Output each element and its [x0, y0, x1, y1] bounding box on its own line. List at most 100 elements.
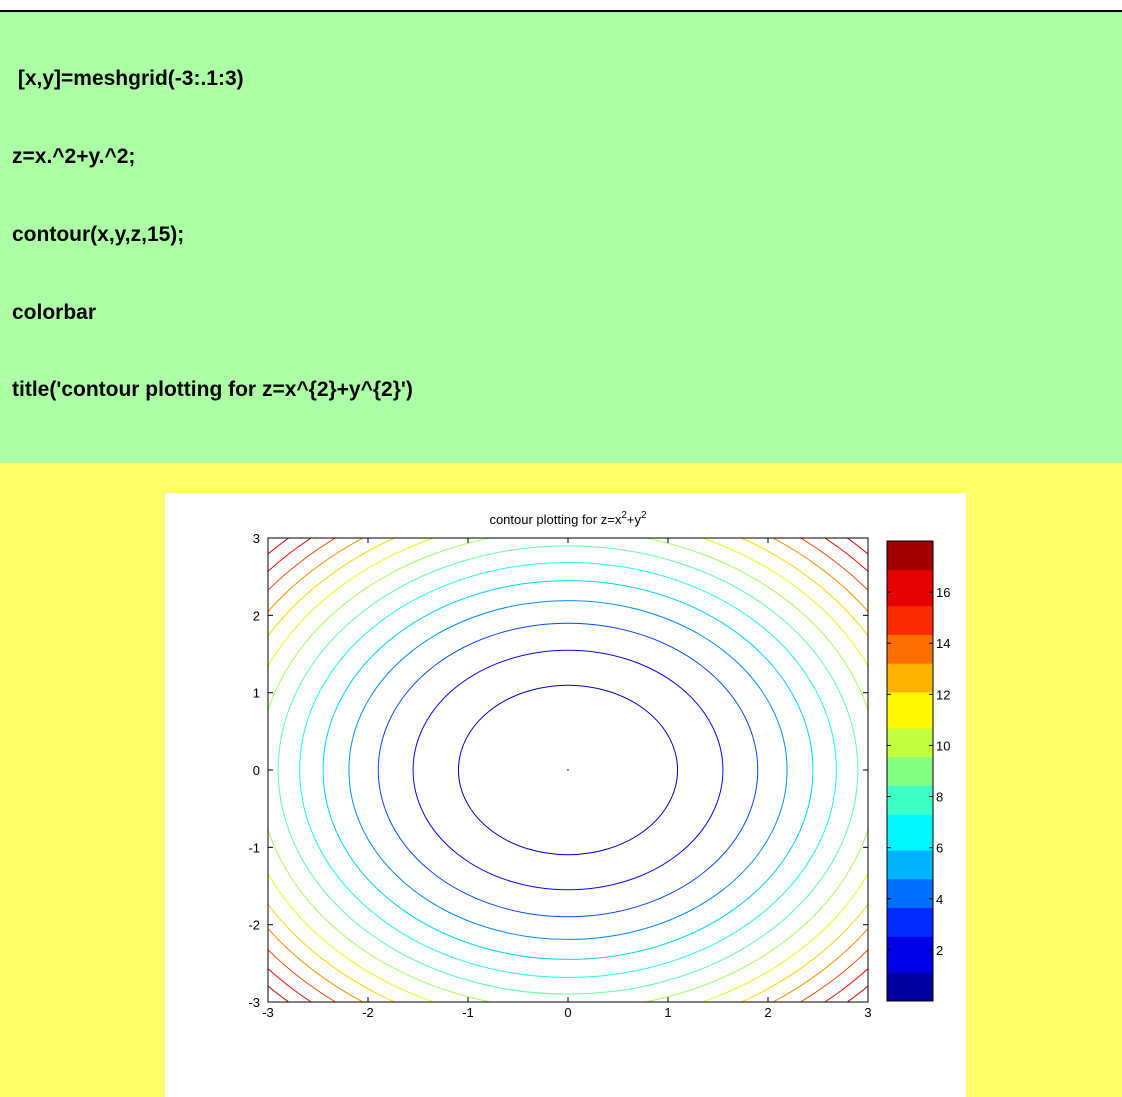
y-tick-label-1: 2 [253, 608, 260, 623]
figure-panel: -3 -2 -1 0 1 2 3 3 2 1 0 -1 -2 -3 2 4 6 8 10 12 14 16 contou… [165, 493, 966, 1097]
contour-level-7 [277, 545, 859, 995]
y-tick-label-2: 1 [253, 686, 260, 701]
colorbar-band-60 [887, 562, 933, 571]
x-tick-label-4: 1 [664, 1005, 671, 1020]
colorbar-band-32 [887, 763, 933, 772]
colorbar-band-46 [887, 663, 933, 671]
y-tick-label-6: -3 [248, 995, 260, 1010]
colorbar-band-20 [887, 850, 933, 858]
colorbar-band-25 [887, 814, 933, 822]
code-line-colorbar: colorbar [12, 301, 97, 324]
colorbar-band-41 [887, 699, 933, 707]
colorbar-band-54 [887, 605, 933, 614]
colorbar-band-59 [887, 569, 933, 578]
colorbar-band-38 [887, 720, 933, 729]
colorbar-band-47 [887, 656, 933, 664]
colorbar-band-33 [887, 756, 933, 765]
colorbar-band-49 [887, 641, 933, 650]
colorbar-tick-label-5: 12 [936, 687, 950, 702]
colorbar-group: 2 4 6 8 10 12 14 16 [886, 540, 950, 1002]
title-middle: +y [627, 512, 642, 527]
colorbar-frame [886, 540, 934, 1002]
colorbar-band-24 [887, 821, 933, 829]
colorbar-band-2 [887, 979, 933, 988]
colorbar-band-31 [887, 771, 933, 779]
colorbar-band-26 [887, 806, 933, 815]
colorbar-band-10 [887, 921, 933, 930]
colorbar-band-16 [887, 878, 933, 887]
colorbar-band-56 [887, 591, 933, 599]
colorbar-band-58 [887, 576, 933, 585]
top-border [0, 0, 1122, 12]
contour-level-5 [322, 580, 814, 960]
colorbar-band-50 [887, 634, 933, 643]
colorbar-band-57 [887, 584, 933, 592]
y-tick-label-4: -1 [248, 840, 260, 855]
colorbar-band-6 [887, 950, 933, 959]
colorbar-band-40 [887, 706, 933, 714]
colorbar-tick-label-4: 10 [936, 738, 950, 753]
colorbar-band-17 [887, 871, 933, 880]
colorbar-band-19 [887, 857, 933, 865]
code-line-z-definition: z=x.^2+y.^2; [12, 145, 136, 168]
colorbar-band-48 [887, 648, 933, 657]
colorbar-band-18 [887, 864, 933, 873]
y-tick-label-3: 0 [253, 763, 260, 778]
colorbar-band-21 [887, 842, 933, 851]
colorbar-band-39 [887, 713, 933, 722]
colorbar-tick-label-3: 8 [936, 790, 943, 805]
colorbar-tick-label-7: 16 [936, 585, 950, 600]
contour-lines-group [268, 538, 868, 1002]
colorbar-band-22 [887, 835, 933, 844]
colorbar-band-8 [887, 936, 933, 944]
colorbar-band-29 [887, 785, 933, 794]
colorbar-tick-label-0: 2 [936, 943, 943, 958]
colorbar-band-27 [887, 799, 933, 808]
colorbar-band-34 [887, 749, 933, 758]
code-line-contour: contour(x,y,z,15); [12, 223, 185, 246]
contour-level-3 [377, 622, 759, 918]
colorbar-band-52 [887, 620, 933, 628]
axis-ticks-group: -3 -2 -1 0 1 2 3 3 2 1 0 -1 -2 -3 [248, 531, 871, 1020]
x-tick-label-6: 3 [864, 1005, 871, 1020]
colorbar-band-15 [887, 886, 933, 894]
chart-title: contour plotting for z=x2+y2 [489, 510, 647, 527]
code-panel: [x,y]=meshgrid(-3:.1:3) z=x.^2+y.^2; con… [0, 12, 1122, 463]
y-tick-label-0: 3 [253, 531, 260, 546]
colorbar-band-51 [887, 627, 933, 635]
contour-level-2 [412, 649, 724, 891]
colorbar-band-42 [887, 691, 933, 700]
colorbar-band-9 [887, 929, 933, 937]
x-tick-label-3: 0 [564, 1005, 571, 1020]
title-exp-2: 2 [641, 510, 647, 521]
colorbar-band-61 [887, 555, 933, 564]
code-line-meshgrid: [x,y]=meshgrid(-3:.1:3) [12, 67, 244, 90]
x-tick-label-0: -3 [262, 1005, 274, 1020]
x-tick-label-2: -1 [462, 1005, 474, 1020]
colorbar-band-44 [887, 677, 933, 686]
contour-level-0 [567, 769, 569, 771]
colorbar-band-43 [887, 684, 933, 693]
colorbar-tick-label-2: 6 [936, 841, 943, 856]
colorbar-band-63 [887, 541, 933, 549]
colorbar-band-23 [887, 828, 933, 837]
contour-level-6 [299, 561, 837, 979]
code-line-title: title('contour plotting for z=x^{2}+y^{2… [12, 378, 413, 401]
colorbar-band-11 [887, 914, 933, 923]
colorbar-band-62 [887, 548, 933, 556]
y-tick-label-5: -2 [248, 918, 260, 933]
colorbar-band-14 [887, 893, 933, 901]
colorbar-band-7 [887, 943, 933, 952]
contour-level-4 [348, 600, 788, 940]
colorbar-tick-label-1: 4 [936, 892, 943, 907]
colorbar-tick-label-6: 14 [936, 636, 950, 651]
colorbar-band-37 [887, 727, 933, 736]
contour-level-1 [457, 684, 679, 856]
colorbar-band-28 [887, 792, 933, 801]
colorbar-band-30 [887, 778, 933, 786]
colorbar-band-36 [887, 735, 933, 743]
contour-level-11 [268, 538, 868, 1002]
colorbar-band-55 [887, 598, 933, 607]
colorbar-band-12 [887, 907, 933, 916]
